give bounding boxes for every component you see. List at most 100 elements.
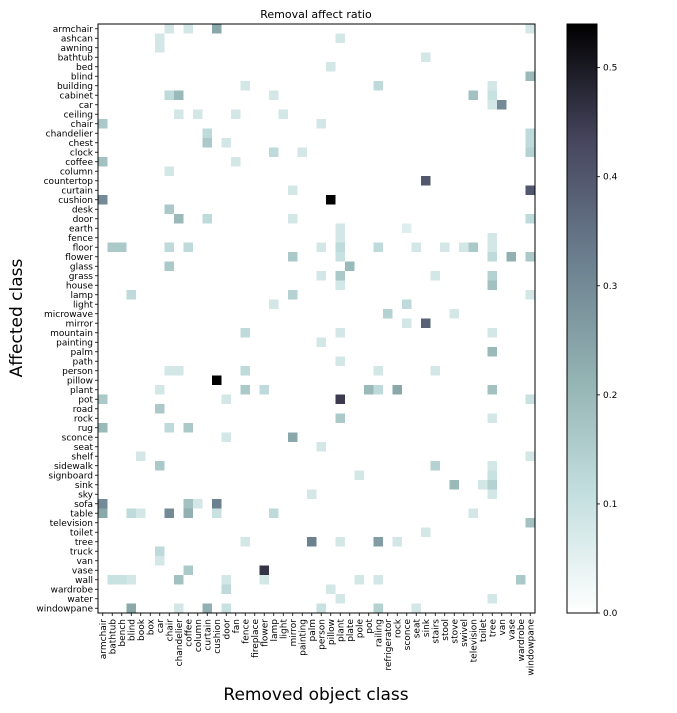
heatmap-cell (487, 594, 497, 604)
y-tick-label: armchair (53, 25, 93, 35)
y-tick-label: rock (74, 414, 94, 424)
y-tick-label: sky (78, 490, 94, 500)
heatmap-cell (240, 537, 250, 547)
heatmap-cell (487, 480, 497, 490)
heatmap-cell (335, 233, 345, 243)
heatmap-cell (240, 366, 250, 376)
y-tick-label: van (76, 557, 93, 567)
heatmap-cell (525, 451, 535, 461)
y-tick-label: chest (69, 139, 94, 149)
heatmap-cell (212, 499, 222, 509)
heatmap-cell (335, 394, 345, 404)
chart-title: Removal affect ratio (260, 8, 372, 21)
y-tick-label: microwave (44, 310, 93, 320)
x-tick-label: mirror (289, 619, 299, 647)
heatmap-cell (506, 252, 516, 262)
x-tick-label: van (498, 619, 508, 636)
heatmap-cell (202, 128, 212, 138)
heatmap-cell (525, 394, 535, 404)
y-tick-label: vase (72, 566, 94, 576)
y-tick-label: house (66, 281, 94, 291)
heatmap-cell (430, 271, 440, 281)
heatmap-cell (373, 385, 383, 395)
x-tick-label: pole (355, 619, 365, 639)
y-tick-label: palm (71, 348, 94, 358)
y-tick-label: water (67, 595, 93, 605)
y-tick-label: path (73, 357, 93, 367)
heatmap-cell (497, 100, 507, 110)
heatmap-cell (373, 242, 383, 252)
heatmap-cell (288, 214, 298, 224)
heatmap-cell (316, 271, 326, 281)
heatmap-cell (440, 242, 450, 252)
x-tick-label: television (469, 619, 479, 662)
heatmap-cell (98, 119, 108, 129)
heatmap-cell (487, 81, 497, 91)
y-tick-label: floor (73, 243, 94, 253)
y-tick-label: painting (56, 338, 93, 348)
x-tick-label: painting (298, 619, 308, 656)
heatmap-cell (98, 195, 108, 205)
heatmap-cell (155, 404, 165, 414)
heatmap-cell (98, 423, 108, 433)
heatmap-cell (269, 90, 279, 100)
heatmap-cell (164, 366, 174, 376)
heatmap-cell (107, 575, 117, 585)
heatmap-cell (212, 508, 222, 518)
x-tick-label: armchair (99, 619, 109, 659)
heatmap-cell (98, 157, 108, 167)
heatmap-cell (402, 318, 412, 328)
colorbar-ticks: 0.0 0.1 0.2 0.3 0.4 0.5 (597, 64, 618, 619)
heatmap-cell (430, 461, 440, 471)
heatmap-cell (117, 242, 127, 252)
x-tick-label: car (156, 619, 166, 633)
heatmap-cell (487, 100, 497, 110)
x-tick-label: person (317, 619, 327, 650)
heatmap-cell (202, 138, 212, 148)
heatmap-cell (335, 242, 345, 252)
y-tick-label: mirror (65, 319, 93, 329)
y-tick-label: table (70, 509, 93, 519)
heatmap-cell (421, 52, 431, 62)
colorbar-tick-label: 0.2 (603, 391, 617, 401)
heatmap-cell (335, 356, 345, 366)
heatmap-cell (288, 185, 298, 195)
heatmap-cell (468, 508, 478, 518)
heatmap-cell (288, 252, 298, 262)
heatmap-cell (525, 252, 535, 262)
y-tick-label: light (73, 300, 93, 310)
heatmap-cell (240, 328, 250, 338)
y-tick-label: pillow (67, 376, 93, 386)
heatmap-cell (259, 385, 269, 395)
heatmap-cell (136, 451, 146, 461)
heatmap-cell (373, 575, 383, 585)
plot-frame (97, 23, 536, 614)
y-tick-label: countertop (44, 177, 94, 187)
heatmap-cell (525, 185, 535, 195)
heatmap-cell (335, 33, 345, 43)
y-tick-label: wall (75, 576, 93, 586)
heatmap-cell (525, 290, 535, 300)
x-tick-label: toilet (479, 619, 489, 643)
x-tick-label: palm (308, 619, 318, 642)
y-tick-label: fence (68, 234, 93, 244)
heatmap-cell (421, 527, 431, 537)
heatmap-cell (212, 375, 222, 385)
x-tick-label: fan (232, 619, 242, 633)
heatmap-cell (126, 603, 136, 613)
heatmap-cell (411, 603, 421, 613)
heatmap-cell (421, 318, 431, 328)
heatmap-cell (164, 261, 174, 271)
heatmap-cell (98, 499, 108, 509)
heatmap-cell (183, 565, 193, 575)
heatmap-cell (487, 271, 497, 281)
heatmap-cell (326, 584, 336, 594)
heatmap-cell (174, 366, 184, 376)
heatmap-cell (487, 280, 497, 290)
heatmap-cell (221, 584, 231, 594)
heatmap-cell (335, 280, 345, 290)
heatmap-cell (316, 242, 326, 252)
heatmap-cell (373, 603, 383, 613)
x-axis-label: Removed object class (223, 685, 408, 705)
heatmap-cell (487, 347, 497, 357)
